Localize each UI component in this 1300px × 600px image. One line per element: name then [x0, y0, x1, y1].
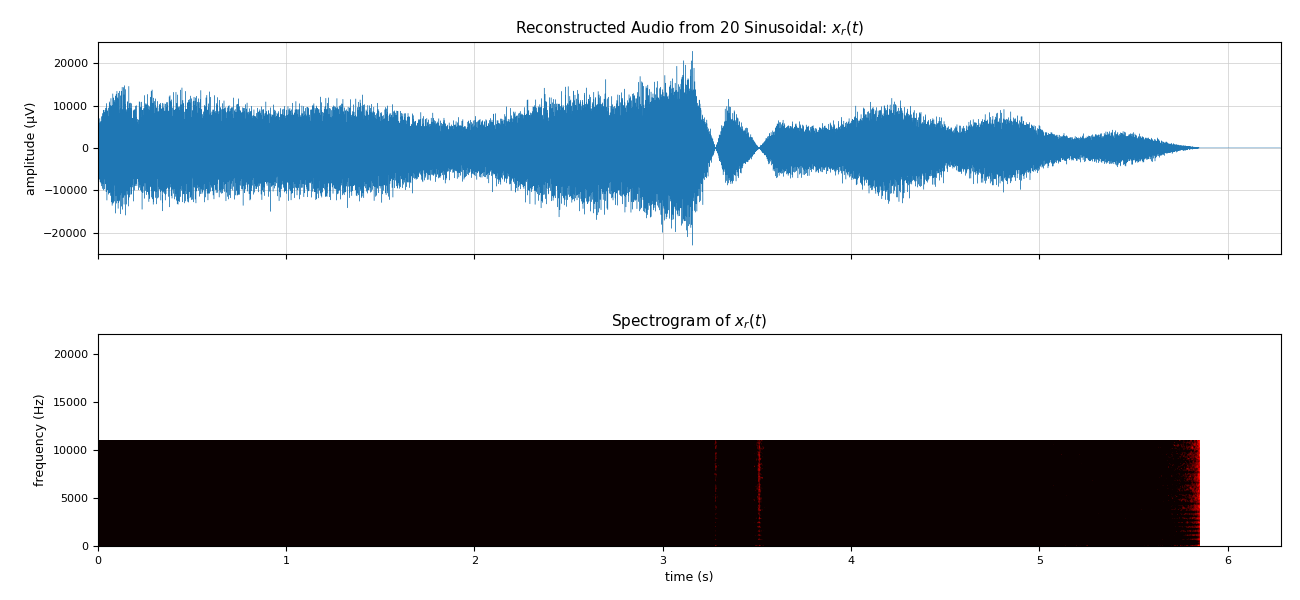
Y-axis label: amplitude (μV): amplitude (μV) — [25, 101, 38, 194]
Title: Reconstructed Audio from 20 Sinusoidal: $x_r(t)$: Reconstructed Audio from 20 Sinusoidal: … — [515, 20, 863, 38]
Y-axis label: frequency (Hz): frequency (Hz) — [34, 394, 47, 487]
X-axis label: time (s): time (s) — [664, 571, 714, 584]
Title: Spectrogram of $x_r(t)$: Spectrogram of $x_r(t)$ — [611, 312, 767, 331]
